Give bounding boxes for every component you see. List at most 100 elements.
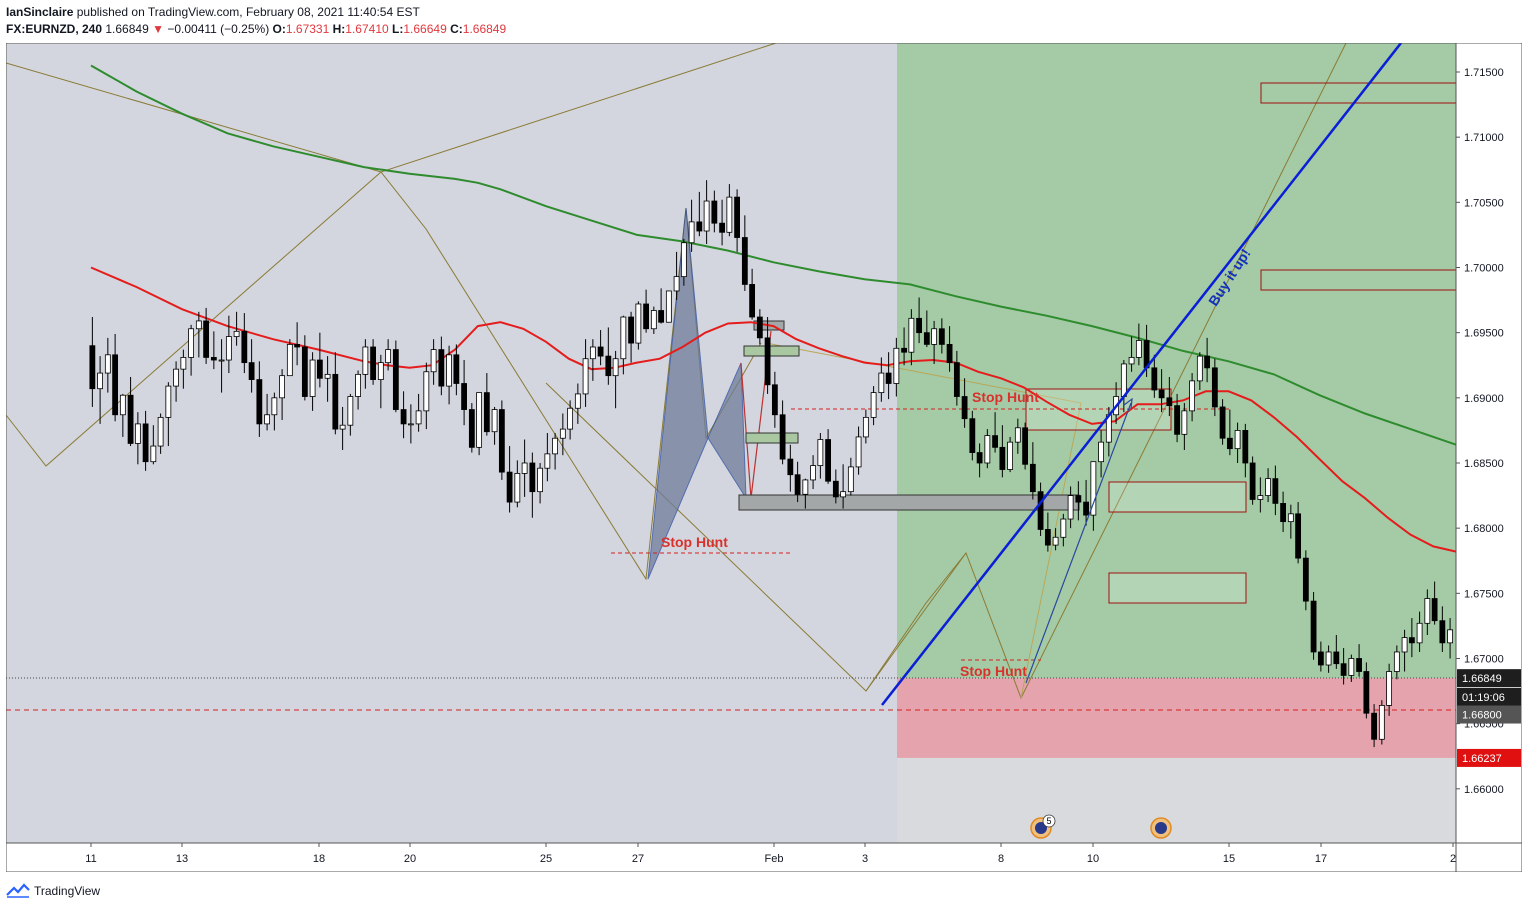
candle-body[interactable] — [355, 373, 361, 397]
candle-body[interactable] — [969, 418, 976, 453]
candle-body[interactable] — [1135, 340, 1142, 358]
candle-body[interactable] — [316, 359, 323, 379]
candle-body[interactable] — [794, 474, 801, 495]
candle-body[interactable] — [923, 332, 930, 345]
candle-body[interactable] — [650, 310, 657, 330]
candle-body[interactable] — [870, 392, 877, 418]
candle-body[interactable] — [1325, 651, 1332, 666]
candle-body[interactable] — [893, 347, 900, 384]
candle-body[interactable] — [180, 357, 187, 370]
candle-body[interactable] — [400, 409, 407, 425]
candle-body[interactable] — [832, 480, 839, 498]
candle-body[interactable] — [1052, 536, 1059, 546]
supply-box[interactable] — [738, 494, 1080, 511]
candle-body[interactable] — [567, 407, 574, 430]
candle-body[interactable] — [1439, 620, 1446, 644]
candle-body[interactable] — [157, 416, 164, 447]
candle-body[interactable] — [1196, 355, 1203, 382]
candle-body[interactable] — [612, 358, 619, 377]
candle-body[interactable] — [938, 328, 945, 345]
candle-body[interactable] — [597, 346, 604, 357]
candle-body[interactable] — [544, 453, 551, 469]
candle-body[interactable] — [537, 467, 543, 493]
candle-body[interactable] — [840, 491, 847, 498]
candle-body[interactable] — [703, 200, 710, 232]
candle-body[interactable] — [1348, 658, 1355, 676]
candle-body[interactable] — [134, 423, 141, 444]
candle-body[interactable] — [225, 336, 232, 361]
small-green-box-1[interactable] — [743, 345, 800, 357]
candle-body[interactable] — [931, 328, 938, 345]
candle-body[interactable] — [1424, 598, 1431, 624]
candle-body[interactable] — [453, 354, 460, 384]
candle-body[interactable] — [1234, 430, 1241, 450]
candle-body[interactable] — [256, 379, 263, 425]
candle-body[interactable] — [468, 409, 475, 448]
candle-body[interactable] — [203, 320, 210, 358]
candle-body[interactable] — [1386, 671, 1393, 706]
candle-body[interactable] — [1280, 502, 1286, 523]
candle-body[interactable] — [741, 237, 748, 285]
candle-body[interactable] — [1014, 427, 1021, 443]
candle-body[interactable] — [734, 196, 740, 238]
candle-body[interactable] — [984, 435, 991, 464]
footer-brand[interactable]: TradingView — [34, 884, 101, 898]
candle-body[interactable] — [961, 396, 968, 420]
candle-body[interactable] — [1287, 513, 1294, 523]
candle-body[interactable] — [286, 343, 293, 377]
candle-body[interactable] — [1356, 658, 1362, 672]
candle-body[interactable] — [1128, 357, 1135, 365]
candle-body[interactable] — [802, 479, 809, 495]
candle-body[interactable] — [1174, 405, 1180, 435]
candle-body[interactable] — [483, 392, 490, 433]
candle-body[interactable] — [188, 328, 195, 358]
candle-body[interactable] — [1378, 705, 1385, 740]
candle-body[interactable] — [643, 303, 649, 330]
candle-body[interactable] — [233, 330, 240, 337]
candle-body[interactable] — [620, 316, 627, 360]
candle-body[interactable] — [271, 397, 278, 416]
blue-trendline[interactable] — [881, 42, 1402, 706]
candle-body[interactable] — [1408, 637, 1415, 644]
candle-body[interactable] — [817, 439, 824, 466]
candle-body[interactable] — [764, 337, 771, 386]
candle-body[interactable] — [324, 373, 331, 379]
target-box-2[interactable] — [1108, 481, 1247, 513]
candle-body[interactable] — [165, 385, 172, 418]
candle-body[interactable] — [1265, 478, 1271, 496]
candle-body[interactable] — [680, 242, 687, 278]
candle-body[interactable] — [1257, 495, 1264, 500]
candle-body[interactable] — [1416, 622, 1423, 644]
candle-body[interactable] — [719, 222, 725, 233]
candle-body[interactable] — [976, 452, 983, 464]
candle-body[interactable] — [1181, 410, 1188, 435]
candle-body[interactable] — [1249, 462, 1256, 500]
candle-body[interactable] — [210, 357, 217, 361]
candle-body[interactable] — [1120, 363, 1127, 397]
candle-body[interactable] — [89, 345, 96, 390]
candle-body[interactable] — [377, 362, 384, 380]
candle-body[interactable] — [279, 375, 286, 399]
candle-body[interactable] — [104, 354, 111, 374]
candle-body[interactable] — [628, 316, 634, 344]
candle-body[interactable] — [992, 435, 998, 448]
candle-body[interactable] — [1295, 513, 1302, 559]
candle-body[interactable] — [248, 362, 255, 380]
candle-body[interactable] — [506, 471, 513, 503]
candle-body[interactable] — [1158, 389, 1165, 399]
candle-body[interactable] — [635, 303, 642, 344]
candle-body[interactable] — [514, 473, 521, 503]
candle-body[interactable] — [218, 359, 225, 362]
candle-body[interactable] — [908, 317, 915, 353]
candle-body[interactable] — [521, 462, 528, 474]
candle-body[interactable] — [498, 409, 505, 473]
candle-body[interactable] — [589, 346, 596, 360]
candle-body[interactable] — [1310, 600, 1317, 653]
candle-body[interactable] — [370, 346, 377, 380]
candle-body[interactable] — [1098, 441, 1104, 463]
candle-body[interactable] — [301, 346, 308, 397]
candle-body[interactable] — [150, 445, 157, 463]
candle-body[interactable] — [1060, 518, 1067, 538]
candle-body[interactable] — [1340, 663, 1347, 676]
